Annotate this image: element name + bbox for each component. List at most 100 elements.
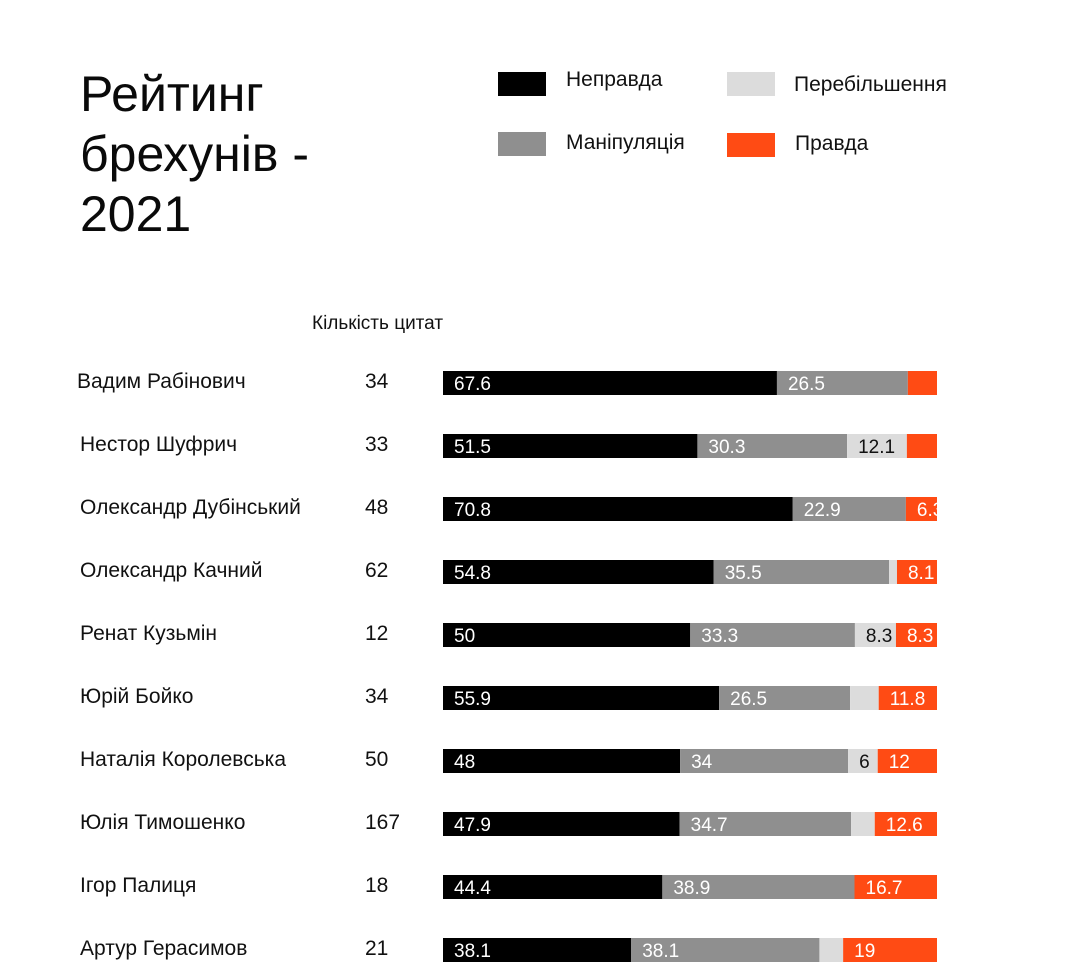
bar-label: 70.8 bbox=[454, 500, 491, 521]
legend-label-pravda: Правда bbox=[795, 132, 869, 155]
row-quote-count: 18 bbox=[365, 874, 389, 897]
bar-label: 55.9 bbox=[454, 689, 491, 710]
bar-segment-Перебільшення bbox=[850, 686, 879, 710]
bar-segment-Правда bbox=[896, 560, 937, 584]
bar-label: 50 bbox=[454, 626, 475, 647]
row-name: Олександр Качний bbox=[80, 559, 263, 582]
chart-title-line-1: Рейтинг bbox=[80, 66, 264, 122]
legend-item-neprauda: Неправда bbox=[498, 68, 662, 96]
bar-segment-Неправда bbox=[443, 875, 663, 899]
bar-label: 34.7 bbox=[691, 815, 728, 836]
bar-label: 47.9 bbox=[454, 815, 491, 836]
row-quote-count: 167 bbox=[365, 811, 401, 834]
row-quote-count: 34 bbox=[365, 370, 389, 393]
bar-segment-Маніпуляція bbox=[792, 497, 906, 521]
bar-segment-Перебільшення bbox=[854, 623, 896, 647]
bar-label: 12 bbox=[889, 752, 910, 773]
quote-count-header: Кількість цитат bbox=[312, 313, 444, 334]
bar-label: 8.3 bbox=[907, 626, 933, 647]
bar-segment-Маніпуляція bbox=[631, 938, 820, 962]
bar-label: 6.3 bbox=[917, 500, 943, 521]
row-quote-count: 33 bbox=[365, 433, 389, 456]
row-name: Ренат Кузьмін bbox=[80, 622, 218, 645]
bar-label: 38.1 bbox=[454, 941, 491, 962]
row-name: Артур Герасимов bbox=[80, 937, 248, 960]
bar-segment-Неправда bbox=[443, 686, 720, 710]
bar-segment-Маніпуляція bbox=[690, 623, 855, 647]
bar-label: 54.8 bbox=[454, 563, 491, 584]
bar-label: 44.4 bbox=[454, 878, 491, 899]
bar-segment-Перебільшення bbox=[851, 812, 875, 836]
bar-segment-Неправда bbox=[443, 497, 793, 521]
row-quote-count: 62 bbox=[365, 559, 389, 582]
bar-label: 38.1 bbox=[642, 941, 679, 962]
bar-segment-Маніпуляція bbox=[680, 749, 849, 773]
bar-segment-Неправда bbox=[443, 749, 681, 773]
bar-segment-Неправда bbox=[443, 812, 680, 836]
bar-segment-Правда bbox=[895, 623, 937, 647]
bar-segment-Маніпуляція bbox=[776, 371, 908, 395]
bar-segment-Неправда bbox=[443, 623, 691, 647]
legend-swatch-manipuliatsiia bbox=[498, 132, 546, 156]
bar-segment-Неправда bbox=[443, 371, 777, 395]
row-name: Вадим Рабінович bbox=[77, 370, 246, 393]
legend-swatch-perebilshennia bbox=[727, 72, 775, 96]
row-quote-count: 12 bbox=[365, 622, 389, 645]
bar-segment-Правда bbox=[906, 434, 937, 458]
row-name: Юрій Бойко bbox=[80, 685, 194, 708]
row-quote-count: 21 bbox=[365, 937, 389, 960]
bar-label: 8.1 bbox=[908, 563, 934, 584]
row-name: Наталія Королевська bbox=[80, 748, 287, 771]
bar-segment-Перебільшення bbox=[848, 749, 878, 773]
bar-label: 35.5 bbox=[725, 563, 762, 584]
legend-label-neprauda: Неправда bbox=[566, 68, 663, 91]
legend-swatch-pravda bbox=[727, 133, 775, 157]
legend-item-perebilshennia: Перебільшення bbox=[727, 71, 947, 97]
bar-label: 26.5 bbox=[730, 689, 767, 710]
bar-label: 26.5 bbox=[788, 374, 825, 395]
bar-label: 22.9 bbox=[804, 500, 841, 521]
bar-label: 12.1 bbox=[858, 437, 895, 458]
bar-segment-Неправда bbox=[443, 938, 632, 962]
chart-title-line-3: 2021 bbox=[80, 186, 192, 242]
legend-swatch-neprauda bbox=[498, 72, 546, 96]
row-quote-count: 34 bbox=[365, 685, 389, 708]
bar-segment-Маніпуляція bbox=[697, 434, 848, 458]
bar-label: 16.7 bbox=[866, 878, 903, 899]
bar-label: 67.6 bbox=[454, 374, 491, 395]
bar-segment-Неправда bbox=[443, 560, 714, 584]
bar-segment-Маніпуляція bbox=[679, 812, 852, 836]
bar-segment-Маніпуляція bbox=[713, 560, 890, 584]
legend-label-manipuliatsiia: Маніпуляція bbox=[566, 131, 685, 154]
bar-segment-Маніпуляція bbox=[662, 875, 855, 899]
bar-label: 33.3 bbox=[701, 626, 738, 647]
bar-segment-Правда bbox=[874, 812, 937, 836]
bar-segment-Перебільшення bbox=[889, 560, 897, 584]
bar-segment-Маніпуляція bbox=[719, 686, 851, 710]
bar-segment-Правда bbox=[877, 749, 937, 773]
bar-label: 51.5 bbox=[454, 437, 491, 458]
bar-label: 19 bbox=[854, 941, 875, 962]
bar-label: 38.9 bbox=[673, 878, 710, 899]
bar-segment-Правда bbox=[905, 497, 937, 521]
legend-item-manipuliatsiia: Маніпуляція bbox=[498, 131, 685, 156]
row-quote-count: 50 bbox=[365, 748, 389, 771]
legend-label-perebilshennia: Перебільшення bbox=[794, 73, 947, 96]
bar-label: 34 bbox=[691, 752, 713, 773]
row-quote-count: 48 bbox=[365, 496, 389, 519]
legend-item-pravda: Правда bbox=[727, 132, 869, 157]
bar-label: 8.3 bbox=[866, 626, 892, 647]
bar-segment-Правда bbox=[854, 875, 937, 899]
row-name: Олександр Дубінський bbox=[80, 496, 301, 519]
bar-segment-Перебільшення bbox=[847, 434, 907, 458]
bar-label: 30.3 bbox=[708, 437, 745, 458]
chart-title-line-2: брехунів - bbox=[80, 126, 309, 182]
bar-label: 6 bbox=[859, 752, 870, 773]
bar-segment-Правда bbox=[878, 686, 937, 710]
row-name: Юлія Тимошенко bbox=[80, 811, 246, 834]
bar-label: 11.8 bbox=[890, 689, 926, 710]
bar-segment-Неправда bbox=[443, 434, 698, 458]
row-name: Ігор Палиця bbox=[80, 874, 197, 897]
row-name: Нестор Шуфрич bbox=[80, 433, 238, 456]
bar-label: 12.6 bbox=[886, 815, 923, 836]
